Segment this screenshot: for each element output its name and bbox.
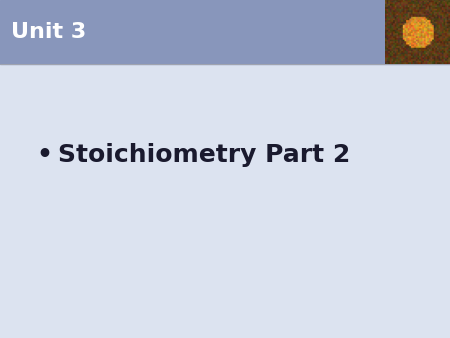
- Text: Unit 3: Unit 3: [11, 22, 86, 42]
- Bar: [0, 0, 450, 64]
- Text: Stoichiometry Part 2: Stoichiometry Part 2: [58, 143, 351, 168]
- Text: •: •: [36, 143, 52, 168]
